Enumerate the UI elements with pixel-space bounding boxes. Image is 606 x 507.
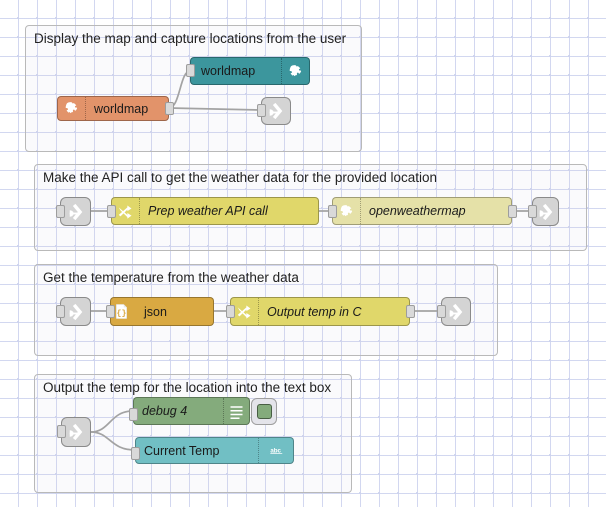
svg-text:abc: abc <box>270 447 281 454</box>
svg-text:{}: {} <box>117 308 127 318</box>
